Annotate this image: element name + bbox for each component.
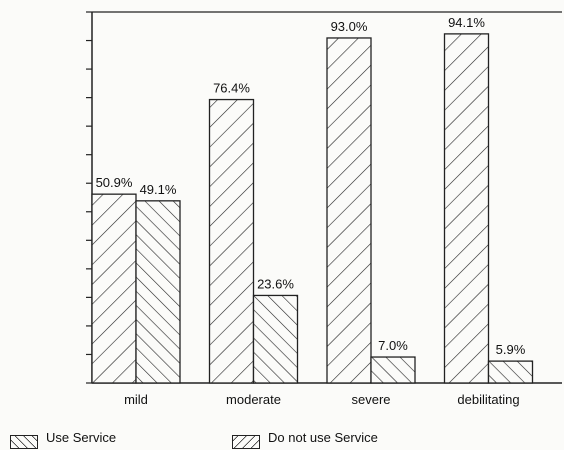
x-tick-label-debilitating: debilitating xyxy=(457,392,519,407)
data-label-moderate-series-1: 76.4% xyxy=(213,81,250,96)
legend-item-not-use-service: Do not use Service xyxy=(232,430,378,449)
bar-mild-series-1 xyxy=(91,193,137,384)
data-label-mild-series-1: 50.9% xyxy=(96,175,133,190)
x-tick-label-severe: severe xyxy=(351,392,390,407)
data-label-moderate-series-2: 23.6% xyxy=(257,276,294,291)
bar-severe-series-1 xyxy=(326,37,372,384)
x-tick-label-mild: mild xyxy=(124,392,148,407)
bar-mild-series-2 xyxy=(135,200,181,384)
data-label-severe-series-2: 7.0% xyxy=(378,338,408,353)
use-service-swatch xyxy=(10,435,38,449)
legend-label-not-use-service: Do not use Service xyxy=(268,430,378,445)
x-tick-label-moderate: moderate xyxy=(226,392,281,407)
bar-debilitating-series-2 xyxy=(487,360,534,384)
bar-debilitating-series-1 xyxy=(443,33,490,384)
not-use-service-swatch xyxy=(232,435,260,449)
data-label-debilitating-series-2: 5.9% xyxy=(496,342,526,357)
bar-moderate-series-1 xyxy=(208,98,255,384)
legend-item-use-service: Use Service xyxy=(10,430,116,449)
bar-severe-series-2 xyxy=(370,356,416,384)
data-label-severe-series-1: 93.0% xyxy=(331,19,368,34)
bar-moderate-series-2 xyxy=(252,294,299,384)
legend-label-use-service: Use Service xyxy=(46,430,117,445)
data-label-mild-series-2: 49.1% xyxy=(140,182,177,197)
data-label-debilitating-series-1: 94.1% xyxy=(448,15,485,30)
